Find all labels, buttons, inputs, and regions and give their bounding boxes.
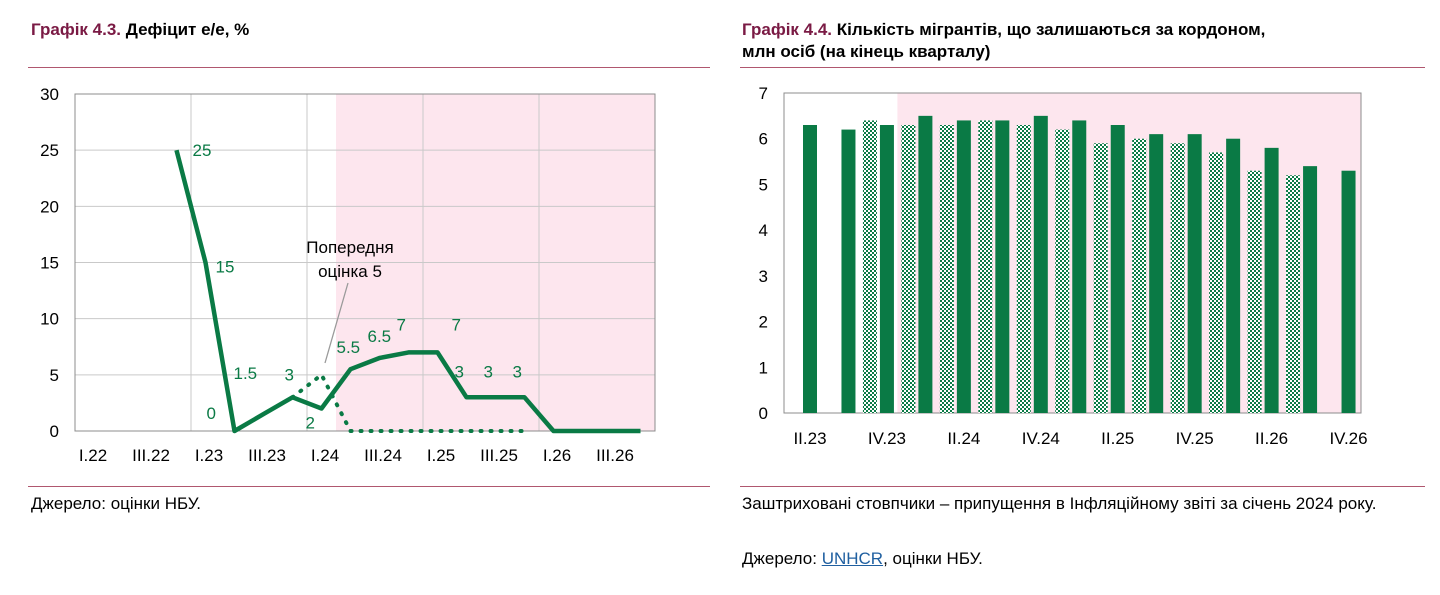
data-label: 5.5 bbox=[337, 338, 361, 357]
bar-previous-assumption bbox=[978, 120, 993, 413]
annotation-line-2: оцінка 5 bbox=[318, 262, 382, 281]
x-tick-label: IV.26 bbox=[1329, 429, 1367, 448]
y-tick-label: 20 bbox=[40, 197, 59, 216]
bar-current bbox=[1033, 115, 1048, 413]
right-top-rule bbox=[740, 67, 1425, 68]
y-tick-label: 15 bbox=[40, 254, 59, 273]
x-tick-label: IV.24 bbox=[1022, 429, 1060, 448]
x-tick-label: II.25 bbox=[1101, 429, 1134, 448]
bar-current bbox=[1072, 120, 1087, 413]
bar-current bbox=[1149, 134, 1164, 413]
bar-previous-assumption bbox=[1170, 143, 1185, 413]
bar-previous-assumption bbox=[1247, 170, 1262, 413]
bar-previous-assumption bbox=[1286, 175, 1301, 413]
bar-previous-assumption bbox=[1093, 143, 1108, 413]
x-tick-label: I.24 bbox=[311, 446, 339, 465]
left-title-number: Графік 4.3. bbox=[31, 20, 122, 39]
y-tick-label: 6 bbox=[759, 130, 768, 149]
y-tick-label: 10 bbox=[40, 310, 59, 329]
right-title-text-2: млн осіб (на кінець кварталу) bbox=[742, 42, 991, 61]
y-tick-label: 30 bbox=[40, 85, 59, 104]
right-bottom-rule bbox=[740, 486, 1425, 487]
bar-current bbox=[841, 129, 856, 414]
x-tick-label: III.24 bbox=[364, 446, 402, 465]
data-label: 3 bbox=[455, 362, 464, 381]
right-title-text-1: Кількість мігрантів, що залишаються за к… bbox=[836, 20, 1266, 39]
x-tick-label: III.22 bbox=[132, 446, 170, 465]
right-source-suffix: , оцінки НБУ. bbox=[883, 549, 983, 568]
bar-previous-assumption bbox=[1016, 125, 1031, 413]
right-title-number: Графік 4.4. bbox=[742, 20, 833, 39]
bar-previous-assumption bbox=[1055, 129, 1070, 414]
y-tick-label: 5 bbox=[50, 366, 59, 385]
right-chart-title: Графік 4.4. Кількість мігрантів, що зали… bbox=[742, 19, 1422, 63]
data-label: 7 bbox=[397, 315, 406, 334]
bar-previous-assumption bbox=[862, 120, 877, 413]
bar-current bbox=[995, 120, 1010, 413]
bar-current bbox=[918, 115, 933, 413]
bar-previous-assumption bbox=[901, 125, 916, 413]
x-tick-label: II.24 bbox=[947, 429, 980, 448]
y-tick-label: 0 bbox=[50, 422, 59, 441]
data-label: 25 bbox=[193, 141, 212, 160]
forecast-shading bbox=[897, 93, 1361, 413]
y-tick-label: 0 bbox=[759, 404, 768, 423]
bar-current bbox=[1341, 170, 1356, 413]
data-label: 3 bbox=[484, 362, 493, 381]
right-chart: 0 1 2 3 4 5 6 7 II.23 IV.23 II.24 IV.24 II.25 IV.25 II… bbox=[759, 84, 1368, 448]
left-chart-title: Графік 4.3. Дефіцит е/е, % bbox=[31, 19, 249, 41]
x-tick-label: I.25 bbox=[427, 446, 455, 465]
y-tick-label: 25 bbox=[40, 141, 59, 160]
annotation-line-1: Попередня bbox=[306, 238, 393, 257]
y-tick-label: 2 bbox=[759, 313, 768, 332]
annotation-pointer bbox=[324, 282, 349, 364]
bar-current bbox=[1303, 166, 1318, 413]
x-tick-label: II.26 bbox=[1255, 429, 1288, 448]
y-tick-label: 7 bbox=[759, 84, 768, 103]
data-label: 0 bbox=[207, 404, 216, 423]
left-title-text: Дефіцит е/е, % bbox=[125, 20, 250, 39]
bar-current bbox=[956, 120, 971, 413]
bar-previous-assumption bbox=[939, 125, 954, 413]
data-label: 7 bbox=[452, 315, 461, 334]
y-tick-label: 4 bbox=[759, 221, 768, 240]
x-tick-label: I.22 bbox=[79, 446, 107, 465]
data-label: 3 bbox=[285, 365, 294, 384]
right-source-prefix: Джерело: bbox=[742, 549, 822, 568]
unhcr-link[interactable]: UNHCR bbox=[821, 549, 884, 568]
right-footnote: Заштриховані стовпчики – припущення в Ін… bbox=[742, 494, 1377, 513]
x-tick-label: II.23 bbox=[793, 429, 826, 448]
left-top-rule bbox=[28, 67, 710, 68]
x-tick-label: I.23 bbox=[195, 446, 223, 465]
left-bottom-rule bbox=[28, 486, 710, 487]
x-tick-label: III.23 bbox=[248, 446, 286, 465]
x-tick-label: I.26 bbox=[543, 446, 571, 465]
bar-current bbox=[803, 125, 817, 413]
x-tick-label: III.26 bbox=[596, 446, 634, 465]
x-tick-label: IV.23 bbox=[868, 429, 906, 448]
bar-current bbox=[1187, 134, 1202, 413]
data-label: 1.5 bbox=[234, 364, 258, 383]
data-label: 2 bbox=[306, 414, 315, 433]
y-tick-label: 3 bbox=[759, 267, 768, 286]
x-tick-label: III.25 bbox=[480, 446, 518, 465]
plot-frame bbox=[74, 93, 656, 432]
deficit-line bbox=[174, 149, 641, 434]
data-label: 15 bbox=[216, 258, 235, 277]
bar-current bbox=[1110, 125, 1125, 413]
bar-current bbox=[879, 125, 894, 413]
left-source: Джерело: оцінки НБУ. bbox=[31, 494, 202, 513]
bar-current bbox=[1226, 138, 1241, 413]
data-label: 3 bbox=[513, 362, 522, 381]
x-tick-label: IV.25 bbox=[1176, 429, 1214, 448]
y-tick-label: 1 bbox=[759, 358, 768, 377]
bar-current bbox=[1264, 147, 1279, 413]
y-tick-label: 5 bbox=[759, 175, 768, 194]
bar-previous-assumption bbox=[1132, 138, 1147, 413]
right-source: Джерело: UNHCR, оцінки НБУ. bbox=[742, 547, 983, 571]
bar-previous-assumption bbox=[1209, 152, 1224, 413]
data-label: 6.5 bbox=[368, 327, 392, 346]
